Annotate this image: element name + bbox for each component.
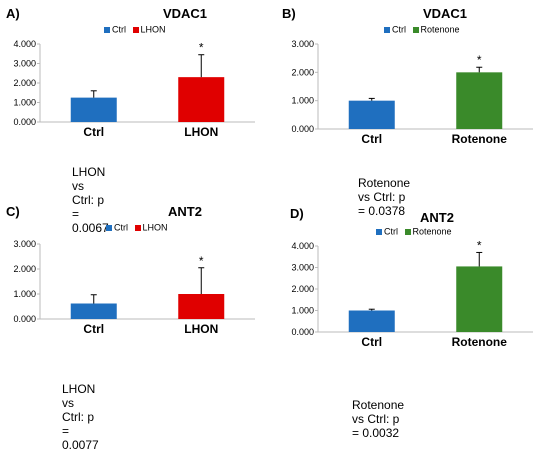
y-tick-label: 1.000	[13, 289, 36, 299]
y-tick-label: 2.000	[291, 67, 314, 77]
legend-label: Ctrl	[114, 222, 128, 233]
legend-swatch	[106, 224, 112, 231]
y-tick-label: 1.000	[291, 96, 314, 106]
legend-swatch	[134, 224, 141, 231]
bar	[178, 294, 225, 319]
p-value-text: Rotenone vs Ctrl: p = 0.0378	[358, 176, 411, 218]
y-tick-label: 3.000	[13, 59, 36, 69]
legend-swatch	[132, 26, 139, 33]
bar	[178, 77, 225, 122]
bar-chart-ant2-rotenone: 0.000 1.000 2.000 3.000 4.000 Ctrl * Rotenone	[291, 238, 533, 349]
chart-title: ANT2	[168, 204, 202, 219]
bar	[456, 266, 503, 332]
x-category-label: Rotenone	[452, 335, 508, 349]
y-tick-label: 0.000	[13, 117, 36, 127]
legend-label: Rotenone	[412, 226, 452, 237]
bar-chart-vdac1-lhon: 0.000 1.000 2.000 3.000 4.000 Ctrl * LHON	[13, 39, 255, 139]
chart-title: VDAC1	[422, 6, 468, 21]
y-tick-label: 4.000	[13, 39, 36, 49]
y-tick-label: 0.000	[291, 327, 314, 337]
panel-letter: D)	[290, 206, 304, 221]
legend-swatch	[384, 26, 390, 33]
x-category-label: LHON	[184, 125, 218, 139]
legend-swatch	[404, 228, 411, 235]
chart-legend: Ctrl Rotenone	[372, 226, 452, 237]
y-tick-label: 4.000	[291, 241, 314, 251]
bar-chart-ant2-lhon: 0.000 1.000 2.000 3.000 Ctrl * LHON	[13, 239, 255, 336]
bar	[348, 310, 395, 332]
y-tick-label: 1.000	[13, 98, 36, 108]
chart-legend: Ctrl LHON	[102, 222, 168, 233]
bar	[348, 100, 395, 129]
y-tick-label: 2.000	[13, 78, 36, 88]
legend-label: Ctrl	[112, 24, 126, 35]
significance-marker: *	[477, 238, 482, 252]
y-tick-label: 2.000	[291, 284, 314, 294]
legend-label: LHON	[142, 222, 168, 233]
x-category-label: Rotenone	[452, 132, 508, 146]
p-value-text: Rotenone vs Ctrl: p = 0.0032	[352, 398, 405, 440]
legend-swatch	[412, 26, 419, 33]
significance-marker: *	[477, 53, 482, 67]
chart-title: ANT2	[420, 210, 454, 225]
y-tick-label: 2.000	[13, 264, 36, 274]
significance-marker: *	[199, 41, 204, 55]
panel-letter: C)	[6, 204, 20, 219]
legend-swatch	[376, 228, 382, 235]
y-tick-label: 0.000	[291, 124, 314, 134]
y-tick-label: 3.000	[13, 239, 36, 249]
x-category-label: Ctrl	[361, 132, 382, 146]
bar	[456, 72, 503, 129]
y-tick-label: 0.000	[13, 314, 36, 324]
x-category-label: LHON	[184, 322, 218, 336]
panel-letter: B)	[282, 6, 296, 21]
chart-title: VDAC1	[162, 6, 208, 21]
chart-legend: Ctrl Rotenone	[380, 24, 460, 35]
legend-swatch	[104, 26, 110, 33]
x-category-label: Ctrl	[83, 125, 104, 139]
legend-label: Ctrl	[384, 226, 398, 237]
chart-legend: Ctrl LHON	[100, 24, 166, 35]
significance-marker: *	[199, 254, 204, 268]
bar	[70, 303, 117, 319]
panel-letter: A)	[6, 6, 20, 21]
legend-label: Rotenone	[420, 24, 460, 35]
p-value-text: LHON vs Ctrl: p = 0.0067	[72, 165, 109, 235]
y-tick-label: 3.000	[291, 263, 314, 273]
x-category-label: Ctrl	[83, 322, 104, 336]
y-tick-label: 1.000	[291, 306, 314, 316]
y-tick-label: 3.000	[291, 39, 314, 49]
p-value-text: LHON vs Ctrl: p = 0.0077	[62, 382, 99, 452]
legend-label: LHON	[140, 24, 166, 35]
bar-chart-vdac1-rotenone: 0.000 1.000 2.000 3.000 Ctrl * Rotenone	[291, 39, 533, 146]
bar	[70, 97, 117, 122]
legend-label: Ctrl	[392, 24, 406, 35]
x-category-label: Ctrl	[361, 335, 382, 349]
